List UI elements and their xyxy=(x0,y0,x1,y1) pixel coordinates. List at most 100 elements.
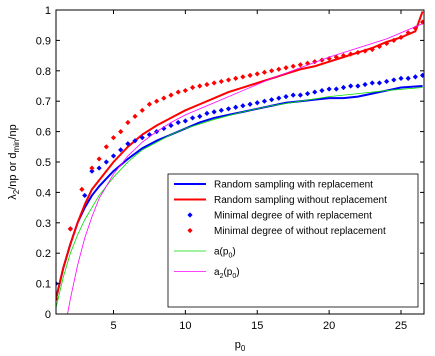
y-tick-label: 0.4 xyxy=(36,187,51,199)
series-4-point xyxy=(419,19,424,25)
series-4-point xyxy=(189,84,196,91)
series-2-line xyxy=(56,11,424,300)
series-3-point xyxy=(132,138,138,144)
x-tick-label: 15 xyxy=(251,320,263,332)
series-3-point xyxy=(355,83,361,89)
series-4-point xyxy=(218,78,224,85)
series-3-point xyxy=(125,141,131,147)
series-3-point xyxy=(161,125,167,132)
series-3-point xyxy=(175,119,181,126)
series-4-point xyxy=(204,81,210,88)
series-3-point xyxy=(247,101,253,107)
series-3-point xyxy=(139,135,145,141)
series-4-point xyxy=(79,186,85,192)
series-4-point xyxy=(89,165,95,171)
series-5-line xyxy=(56,87,423,309)
series-4-point xyxy=(369,46,375,53)
series-4-point xyxy=(362,48,368,54)
series-3-point xyxy=(225,106,232,112)
series-3-point xyxy=(290,92,296,98)
series-4-point xyxy=(139,107,145,113)
series-4-point xyxy=(110,135,117,141)
series-3-point xyxy=(82,192,88,199)
series-4-point xyxy=(340,53,347,59)
series-3-point xyxy=(419,72,424,78)
series-3-point xyxy=(218,107,224,113)
series-3-point xyxy=(405,75,411,81)
series-3-point xyxy=(110,153,117,159)
legend-item-5-label: a(p0) xyxy=(214,247,236,260)
series-4-point xyxy=(384,40,390,47)
legend-box xyxy=(167,173,419,308)
y-tick-label: 0.3 xyxy=(36,218,51,230)
series-4-point xyxy=(67,226,73,232)
series-3-point xyxy=(362,81,368,88)
series-4-point xyxy=(405,30,411,36)
y-tick-label: 0 xyxy=(45,309,51,321)
y-tick-label: 0.1 xyxy=(36,279,51,291)
series-4-point xyxy=(56,296,59,302)
series-3-point xyxy=(283,94,289,100)
series-4-point xyxy=(161,95,167,101)
y-tick-label: 1 xyxy=(45,5,51,17)
series-3-point xyxy=(412,74,418,80)
series-3-point xyxy=(189,115,196,121)
y-tick-label: 0.7 xyxy=(36,96,51,108)
series-4-point xyxy=(398,34,404,40)
series-3-point xyxy=(276,95,282,101)
series-3-point xyxy=(348,83,354,89)
legend-item-2-label: Random sampling without replacement xyxy=(214,195,387,206)
y-axis-label: λ2/np or dmin/np xyxy=(7,124,21,199)
series-3-point xyxy=(233,104,239,110)
series-4-point xyxy=(333,54,339,60)
series-3-point xyxy=(211,109,217,115)
series-4-point xyxy=(233,75,239,81)
series-4-point xyxy=(283,65,289,71)
series-3-point xyxy=(118,147,124,153)
series-4-point xyxy=(297,62,303,68)
series-4-point xyxy=(254,71,260,77)
series-1-line xyxy=(56,85,423,300)
series-4-point xyxy=(168,92,174,98)
series-4-point xyxy=(290,63,296,69)
series-3-point xyxy=(391,77,397,83)
y-tick-label: 0.9 xyxy=(36,35,51,47)
series-4-point xyxy=(154,98,160,104)
x-tick-label: 10 xyxy=(179,320,191,332)
series-3-point xyxy=(326,86,332,92)
series-4-point xyxy=(240,74,246,80)
series-4-point xyxy=(276,66,282,72)
series-3-point xyxy=(312,89,318,95)
series-4-point xyxy=(261,69,268,75)
series-4-point xyxy=(197,83,203,89)
series-3-point xyxy=(182,118,188,124)
legend-item-1-label: Random sampling with replacement xyxy=(214,180,373,191)
series-4-point xyxy=(132,113,138,119)
series-4-point xyxy=(391,37,397,43)
series-3-point xyxy=(297,92,303,98)
series-4-point xyxy=(376,43,383,50)
series-4-point xyxy=(355,49,361,56)
series-4-point xyxy=(118,129,124,135)
x-tick-label: 5 xyxy=(110,320,116,332)
series-4-point xyxy=(182,87,188,94)
y-tick-label: 0.6 xyxy=(36,127,51,139)
series-3-point xyxy=(369,80,375,86)
legend-item-4-label: Minimal degree of without replacement xyxy=(214,226,386,237)
series-4-point xyxy=(125,119,131,126)
series-3-point xyxy=(333,86,339,92)
series-3-point xyxy=(89,168,95,174)
legend-item-6-label: a2(p0) xyxy=(214,267,240,280)
y-tick-label: 0.5 xyxy=(36,157,51,169)
series-6-line xyxy=(67,23,423,314)
legend-item-3-label: Minimal degree of with replacement xyxy=(214,211,372,222)
series-3-point xyxy=(304,91,311,97)
series-4-point xyxy=(211,80,217,86)
series-4-point xyxy=(146,101,153,107)
series-layer xyxy=(56,11,424,314)
axes-layer: 00.10.20.30.40.50.60.70.80.915 10 15 20 25 xyxy=(36,5,425,332)
series-3-point xyxy=(376,80,383,86)
series-3-point xyxy=(254,100,260,106)
series-4-point xyxy=(247,72,253,78)
